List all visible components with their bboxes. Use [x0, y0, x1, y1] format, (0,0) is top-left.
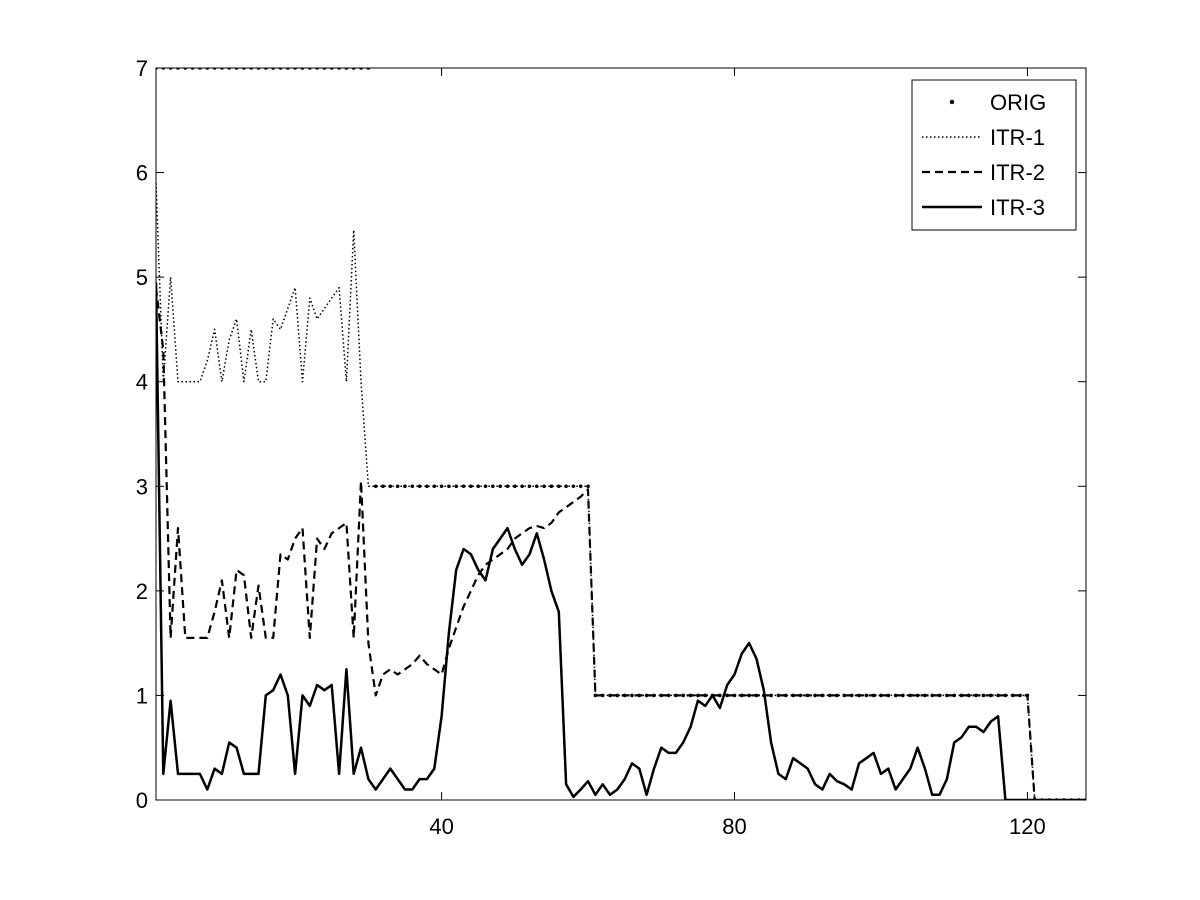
legend-label-orig: ORIG [990, 90, 1046, 115]
series-orig-point [520, 484, 524, 489]
y-tick-label: 0 [136, 788, 148, 813]
legend-box [911, 79, 1077, 231]
x-tick-label: 120 [1009, 814, 1046, 839]
series-orig-point [915, 693, 920, 698]
series-layer [156, 68, 1086, 800]
legend-label-itr-1: ITR-1 [990, 125, 1045, 150]
series-orig-point [505, 484, 510, 489]
series-orig-point [556, 484, 561, 489]
series-orig-point [469, 484, 473, 489]
series-itr-1-line [156, 182, 1086, 800]
series-orig-point [476, 484, 481, 489]
y-tick-label: 3 [136, 474, 148, 499]
y-tick-label: 6 [136, 161, 148, 186]
series-orig-point [747, 693, 751, 698]
series-orig-point [930, 693, 935, 698]
series-orig-point [696, 693, 700, 698]
series-orig-point [454, 484, 459, 489]
series-orig-point [432, 484, 437, 489]
series-orig-point [732, 693, 737, 698]
series-orig-point [542, 484, 546, 489]
legend-label-itr-2: ITR-2 [990, 160, 1045, 185]
series-orig-point [864, 693, 869, 698]
y-tick-label: 1 [136, 683, 148, 708]
series-orig-point [967, 693, 971, 698]
series-orig-point [388, 484, 393, 489]
series-orig-point [498, 484, 502, 489]
x-tick-label: 80 [722, 814, 746, 839]
series-orig-point [513, 484, 517, 489]
y-tick-label: 2 [136, 579, 148, 604]
series-orig-point [373, 484, 378, 489]
series-orig-point [461, 484, 466, 489]
series-orig-point [410, 484, 415, 489]
y-tick-label: 7 [136, 56, 148, 81]
plot-area-frame [155, 67, 1087, 801]
y-tick-label: 5 [136, 265, 148, 290]
legend: ORIG ITR-1 ITR-2 ITR-3 [911, 79, 1077, 231]
series-orig-point [798, 693, 803, 698]
axes-layer: 0 1 2 3 4 5 6 7 40 80 120 [136, 56, 1086, 839]
series-orig-point [564, 484, 568, 489]
series-orig-point [549, 484, 554, 489]
series-itr-3-line [156, 282, 1086, 800]
series-orig-point [586, 484, 590, 489]
series-orig-point [425, 484, 429, 489]
series-orig-point [381, 484, 385, 489]
y-tick-label: 4 [136, 370, 148, 395]
series-orig-point [417, 484, 422, 489]
x-tick-label: 40 [429, 814, 453, 839]
legend-swatch-orig [949, 99, 955, 105]
legend-label-itr-3: ITR-3 [990, 195, 1045, 220]
